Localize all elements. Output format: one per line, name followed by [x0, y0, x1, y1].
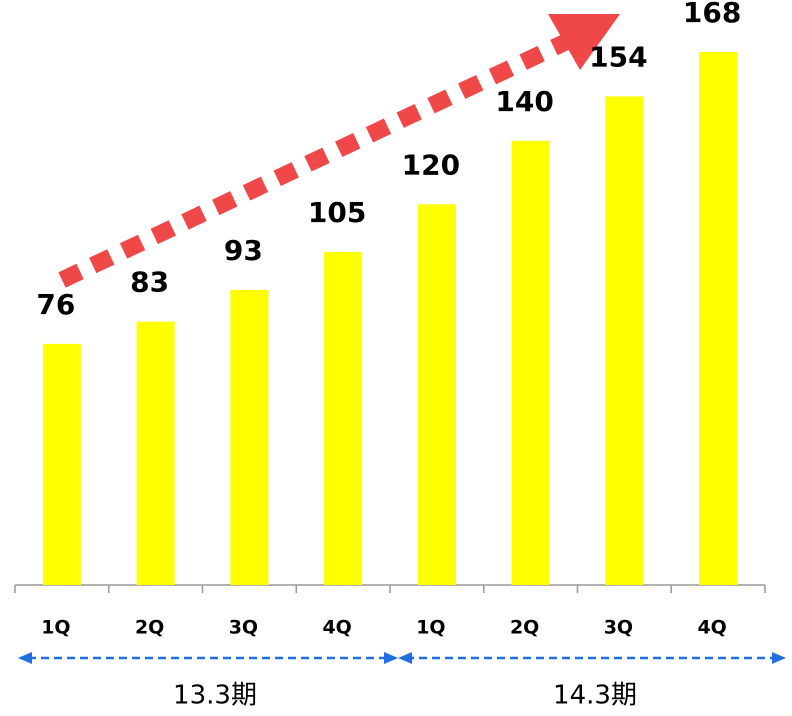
bar: [699, 52, 738, 585]
bar: [230, 289, 269, 585]
x-tick-label: 1Q: [416, 617, 445, 639]
bar: [42, 343, 81, 585]
bar: [511, 140, 550, 586]
x-tick-label: 2Q: [510, 617, 539, 639]
bar: [605, 96, 644, 586]
x-tick-label: 4Q: [322, 617, 351, 639]
data-label: 168: [683, 0, 741, 29]
data-label: 154: [589, 40, 647, 73]
x-tick-label: 1Q: [41, 617, 70, 639]
data-label: 120: [402, 148, 460, 181]
bar: [136, 321, 175, 585]
data-label: 140: [495, 85, 553, 118]
bar: [417, 204, 456, 586]
data-label: 93: [224, 234, 263, 267]
data-label: 83: [130, 266, 169, 299]
trend-arrow: [58, 32, 574, 288]
group-label: 13.3期: [173, 681, 257, 711]
x-tick-label: 2Q: [135, 617, 164, 639]
data-label: 76: [36, 288, 75, 321]
group-label: 14.3期: [553, 681, 637, 711]
period-arrows: [18, 652, 786, 664]
x-tick-label: 4Q: [697, 617, 726, 639]
x-tick-label: 3Q: [229, 617, 258, 639]
trend-arrowhead: [548, 14, 620, 70]
bar: [324, 251, 363, 585]
data-label: 105: [308, 196, 366, 229]
x-tick-label: 3Q: [604, 617, 633, 639]
